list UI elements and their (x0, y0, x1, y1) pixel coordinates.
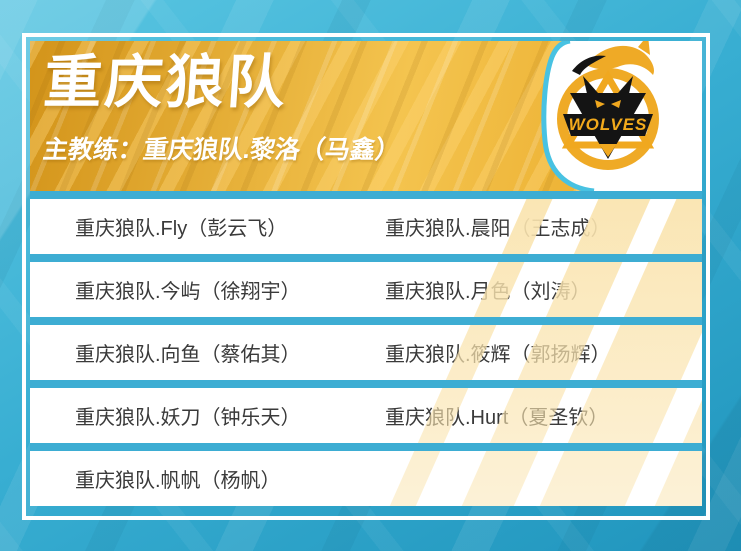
player-roster: 重庆狼队.Fly（彭云飞） 重庆狼队.晨阳（王志成） 重庆狼队.今屿（徐翔宇） … (30, 191, 702, 506)
wolf-head-ear-icon (638, 41, 650, 55)
row-separator (30, 317, 702, 325)
player-cell: 重庆狼队.筱辉（郭扬辉） (385, 344, 611, 366)
player-row: 重庆狼队.今屿（徐翔宇） 重庆狼队.月色（刘涛） (30, 262, 702, 317)
wolves-banner (563, 114, 653, 136)
logo-panel: WOLVES (541, 41, 702, 191)
row-separator (30, 191, 702, 199)
player-row: 重庆狼队.Fly（彭云飞） 重庆狼队.晨阳（王志成） (30, 199, 702, 254)
player-row: 重庆狼队.向鱼（蔡佑其） 重庆狼队.筱辉（郭扬辉） (30, 325, 702, 380)
player-cell: 重庆狼队.Fly（彭云飞） (75, 218, 288, 240)
player-cell: 重庆狼队.帆帆（杨帆） (75, 470, 281, 492)
wolves-wordmark: WOLVES (569, 115, 648, 134)
row-separator (30, 254, 702, 262)
player-cell: 重庆狼队.妖刀（钟乐天） (75, 407, 301, 429)
player-cell: 重庆狼队.向鱼（蔡佑其） (75, 344, 301, 366)
bat-face-icon (583, 76, 633, 116)
row-separator (30, 443, 702, 451)
bat-eye-right (611, 100, 621, 108)
wolf-head-black-accent (572, 55, 606, 75)
player-row: 重庆狼队.妖刀（钟乐天） 重庆狼队.Hurt（夏圣钦） (30, 388, 702, 443)
roster-card: 重庆狼队 主教练：重庆狼队.黎洛（马鑫） (22, 33, 710, 520)
player-cell: 重庆狼队.今屿（徐翔宇） (75, 281, 301, 303)
wolves-logo: WOLVES (557, 41, 659, 170)
row-separator (30, 380, 702, 388)
wolf-head-icon (586, 45, 654, 75)
banner-bottom-triangle (599, 144, 617, 157)
bat-eye-left (595, 100, 605, 108)
team-header: 重庆狼队 主教练：重庆狼队.黎洛（马鑫） (30, 41, 702, 191)
coach-line: 主教练：重庆狼队.黎洛（马鑫） (41, 135, 403, 164)
logo-panel-curve-stroke (541, 41, 595, 191)
player-row: 重庆狼队.帆帆（杨帆） (30, 451, 702, 506)
player-cell: 重庆狼队.月色（刘涛） (385, 281, 591, 303)
team-title: 重庆狼队 (41, 50, 291, 115)
player-cell: 重庆狼队.晨阳（王志成） (385, 218, 611, 240)
player-cell: 重庆狼队.Hurt（夏圣钦） (385, 407, 609, 429)
